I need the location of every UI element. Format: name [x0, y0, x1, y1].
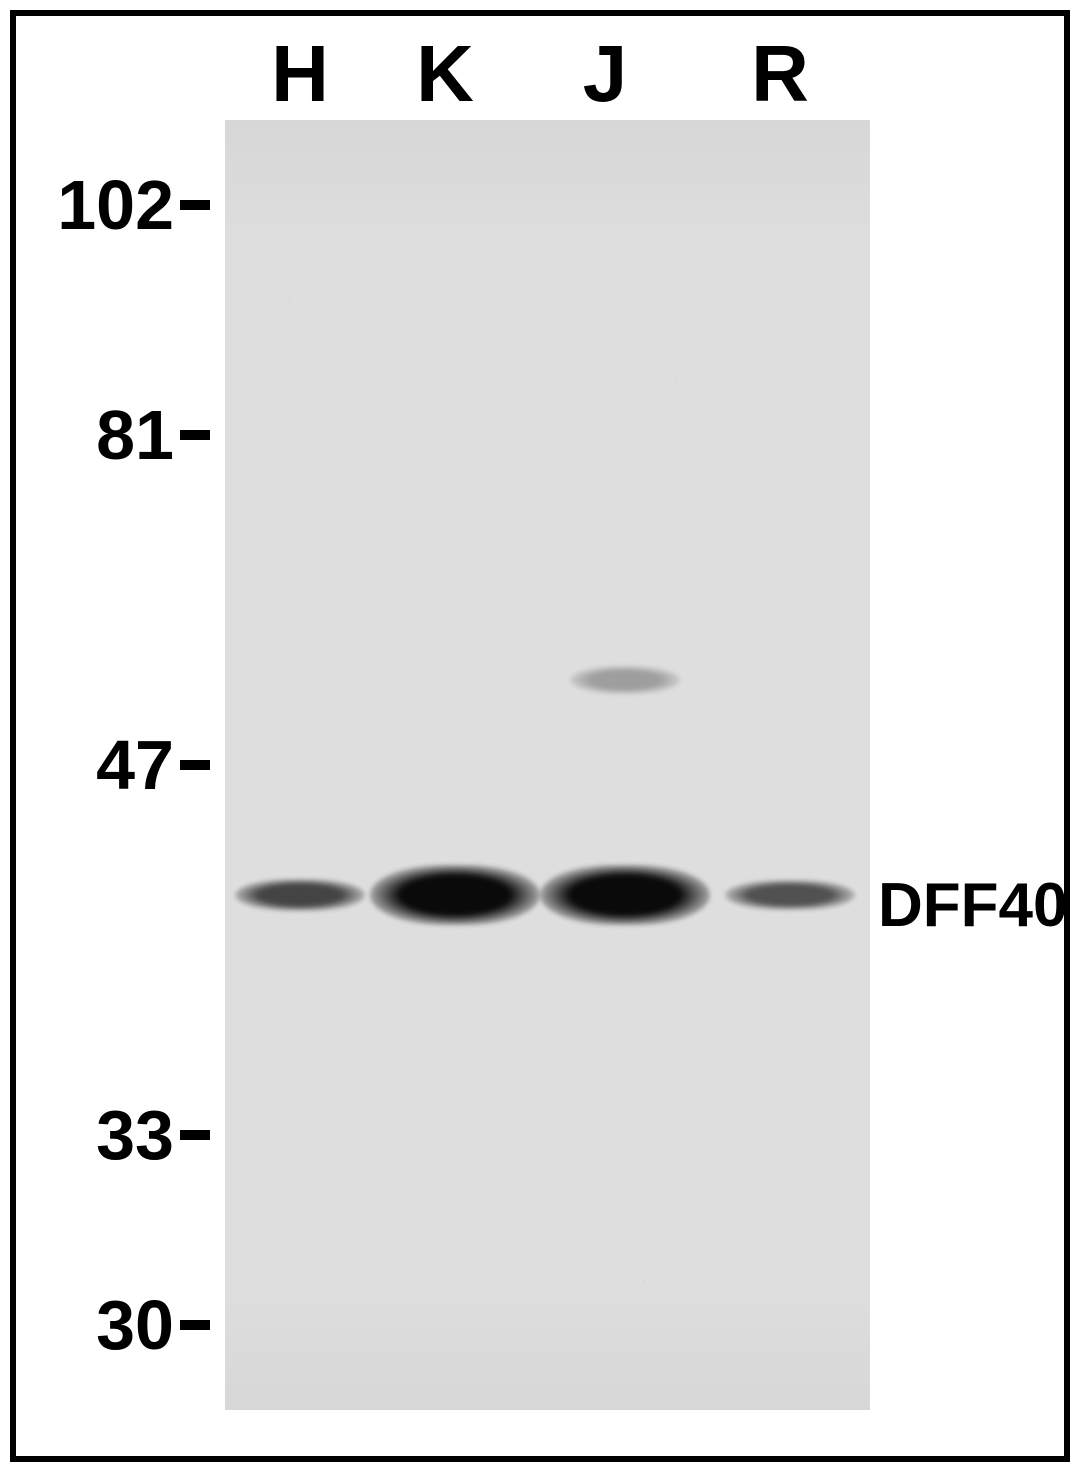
lane-header-label: H: [271, 29, 329, 118]
lane-header-label: R: [751, 29, 809, 118]
lane-header-r: R: [730, 28, 830, 120]
band-h: [235, 879, 365, 911]
mw-marker-81: 81: [18, 395, 210, 475]
mw-marker-47: 47: [18, 725, 210, 805]
mw-value: 47: [96, 725, 174, 805]
lane-header-k: K: [395, 28, 495, 120]
mw-value: 30: [96, 1285, 174, 1365]
lane-header-label: K: [416, 29, 474, 118]
band-j: [540, 865, 710, 925]
mw-value: 33: [96, 1095, 174, 1175]
mw-marker-102: 102: [18, 165, 210, 245]
band-r: [725, 880, 855, 910]
dash-icon: [180, 1130, 210, 1140]
band-k: [370, 865, 540, 925]
band-j: [570, 666, 680, 694]
target-text: DFF40: [878, 871, 1067, 940]
dash-icon: [180, 200, 210, 210]
lane-header-j: J: [555, 28, 655, 120]
gel-smudge: [250, 500, 350, 560]
dash-icon: [180, 1320, 210, 1330]
mw-marker-33: 33: [18, 1095, 210, 1175]
gel-smudge: [560, 475, 680, 565]
mw-value: 102: [57, 165, 174, 245]
dash-icon: [180, 760, 210, 770]
mw-marker-30: 30: [18, 1285, 210, 1365]
mw-value: 81: [96, 395, 174, 475]
gel-area: [225, 120, 870, 1410]
lane-header-h: H: [250, 28, 350, 120]
dash-icon: [180, 430, 210, 440]
gel-smudge: [390, 485, 510, 575]
lane-header-label: J: [583, 29, 628, 118]
target-label: DFF40: [878, 870, 1067, 941]
